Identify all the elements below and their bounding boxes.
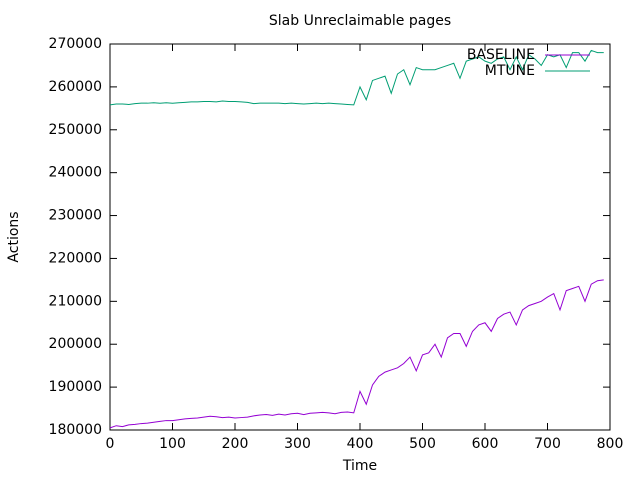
y-tick-label: 240000 xyxy=(49,165,102,181)
y-tick-label: 200000 xyxy=(49,336,102,352)
y-tick-label: 190000 xyxy=(49,379,102,395)
legend-label: MTUNE xyxy=(485,63,535,79)
x-tick-label: 600 xyxy=(472,436,499,452)
x-tick-label: 200 xyxy=(222,436,249,452)
y-tick-label: 260000 xyxy=(49,79,102,95)
x-tick-label: 500 xyxy=(409,436,436,452)
y-tick-label: 230000 xyxy=(49,208,102,224)
y-tick-label: 220000 xyxy=(49,250,102,266)
y-tick-label: 250000 xyxy=(49,122,102,138)
x-axis-label: Time xyxy=(342,458,377,474)
x-tick-label: 700 xyxy=(534,436,561,452)
y-tick-label: 270000 xyxy=(49,36,102,52)
y-axis-label: Actions xyxy=(6,211,22,262)
x-tick-label: 800 xyxy=(597,436,624,452)
x-tick-label: 100 xyxy=(159,436,186,452)
chart-title: Slab Unreclaimable pages xyxy=(269,13,451,29)
y-tick-label: 180000 xyxy=(49,422,102,438)
series-line xyxy=(109,49,604,106)
x-tick-label: 0 xyxy=(106,436,115,452)
legend-label: BASELINE xyxy=(467,47,535,63)
y-tick-label: 210000 xyxy=(49,293,102,309)
x-tick-label: 300 xyxy=(284,436,311,452)
series-line xyxy=(109,279,604,429)
x-tick-label: 400 xyxy=(347,436,374,452)
